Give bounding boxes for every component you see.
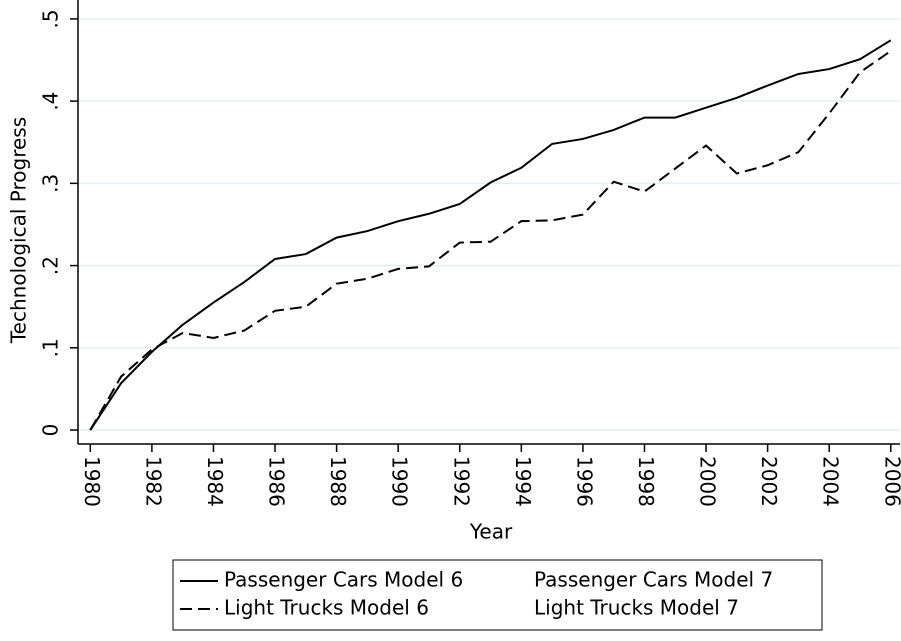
- y-tick-label: .2: [39, 256, 63, 275]
- y-tick-label: .4: [39, 92, 63, 111]
- x-tick-label: 2004: [819, 456, 843, 507]
- legend-label: Light Trucks Model 7: [534, 596, 739, 620]
- x-tick-label: 2000: [696, 456, 720, 507]
- x-tick-label: 1998: [634, 456, 658, 507]
- x-tick-label: 1994: [511, 456, 535, 507]
- x-tick-label: 1980: [80, 456, 104, 507]
- y-tick-label: 0: [39, 424, 63, 437]
- x-tick-label: 1990: [388, 456, 412, 507]
- x-tick-label: 1986: [265, 456, 289, 507]
- x-tick-label: 1984: [203, 456, 227, 507]
- x-tick-label: 1988: [326, 456, 350, 507]
- y-axis-title: Technological Progress: [7, 117, 31, 344]
- legend-label: Passenger Cars Model 7: [534, 568, 773, 592]
- x-tick-label: 2002: [757, 456, 781, 507]
- series-line: [89, 50, 892, 431]
- series-line: [89, 39, 892, 431]
- x-tick-label: 1992: [449, 456, 473, 507]
- legend-label: Passenger Cars Model 6: [224, 568, 463, 592]
- legend-label: Light Trucks Model 6: [224, 596, 429, 620]
- y-tick-label: .5: [39, 9, 63, 28]
- y-tick-label: .1: [39, 338, 63, 357]
- y-tick-label: .3: [39, 174, 63, 193]
- x-axis-title: Year: [469, 520, 513, 544]
- x-tick-label: 1996: [572, 456, 596, 507]
- legend-box: [172, 559, 823, 631]
- x-tick-label: 2006: [880, 456, 901, 507]
- x-tick-label: 1982: [141, 456, 165, 507]
